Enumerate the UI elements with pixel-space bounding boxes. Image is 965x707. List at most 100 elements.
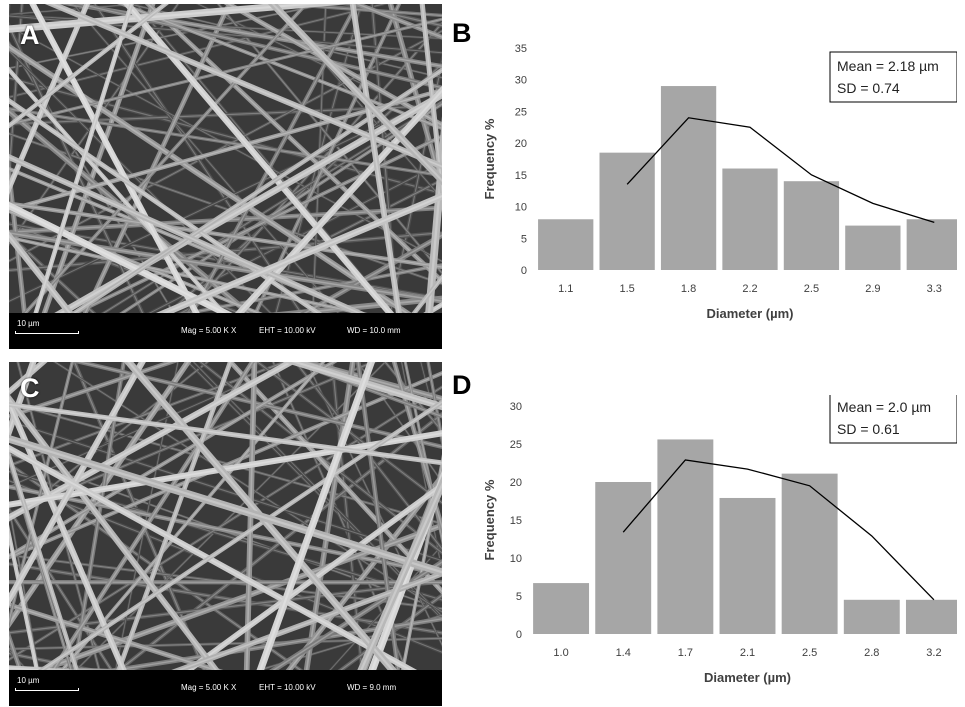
y-tick-label: 35 bbox=[515, 43, 527, 55]
y-tick-label: 0 bbox=[521, 265, 527, 277]
scale-bar-label: 10 µm bbox=[17, 319, 40, 328]
fiber bbox=[9, 97, 323, 313]
fiber bbox=[391, 362, 442, 536]
fiber bbox=[9, 362, 75, 629]
y-tick-label: 5 bbox=[521, 233, 527, 245]
fiber bbox=[9, 402, 442, 466]
x-tick-label: 1.1 bbox=[558, 283, 573, 295]
bar-2.5 bbox=[781, 473, 838, 634]
fiber-highlight bbox=[9, 50, 272, 313]
panel-label-b: B bbox=[452, 18, 472, 48]
stats-box bbox=[829, 51, 957, 103]
fiber bbox=[349, 4, 402, 313]
scale-bar bbox=[15, 331, 79, 334]
x-tick-label: 1.4 bbox=[616, 647, 631, 659]
fiber-highlight bbox=[355, 4, 442, 38]
fiber-highlight bbox=[9, 420, 442, 562]
fiber-highlight bbox=[402, 460, 442, 670]
bar-2.2 bbox=[722, 168, 778, 270]
x-tick-label: 3.3 bbox=[927, 283, 942, 295]
x-tick-label: 2.9 bbox=[865, 283, 880, 295]
working-distance-text: WD = 10.0 mm bbox=[347, 326, 401, 335]
sem-image-a: 10 µm Mag = 5.00 K X EHT = 10.00 kV WD =… bbox=[9, 4, 442, 349]
fiber bbox=[9, 17, 442, 126]
y-tick-label: 25 bbox=[510, 439, 522, 451]
y-tick-label: 10 bbox=[510, 553, 522, 565]
panel-label-a: A bbox=[20, 20, 40, 50]
fiber bbox=[9, 385, 442, 662]
fiber bbox=[144, 4, 442, 285]
fiber-highlight bbox=[305, 362, 354, 670]
fiber-highlight bbox=[9, 447, 413, 670]
bar-1.1 bbox=[538, 219, 594, 270]
fiber-highlight bbox=[50, 4, 442, 168]
scale-bar-label: 10 µm bbox=[17, 676, 40, 685]
fiber bbox=[256, 362, 376, 670]
fiber-highlight bbox=[76, 4, 442, 89]
sem-info-bar-c: 10 µm Mag = 5.00 K X EHT = 10.00 kV WD =… bbox=[9, 670, 442, 706]
fiber-highlight bbox=[9, 362, 375, 515]
fiber-highlight bbox=[74, 135, 442, 313]
fiber-highlight bbox=[360, 482, 442, 670]
fiber-highlight bbox=[84, 4, 231, 313]
bar-3.2 bbox=[905, 599, 957, 634]
fiber bbox=[9, 484, 442, 577]
sem-info-bar-a: 10 µm Mag = 5.00 K X EHT = 10.00 kV WD =… bbox=[9, 313, 442, 349]
fiber-highlight bbox=[351, 4, 400, 313]
x-tick-label: 2.2 bbox=[742, 283, 757, 295]
fiber bbox=[9, 230, 442, 304]
fiber bbox=[70, 4, 442, 90]
fiber-highlight bbox=[77, 362, 442, 448]
fiber-highlight bbox=[9, 236, 362, 313]
fiber bbox=[9, 4, 90, 196]
fiber bbox=[9, 434, 442, 577]
x-tick-label: 1.8 bbox=[681, 283, 696, 295]
fiber bbox=[9, 93, 442, 304]
y-tick-label: 0 bbox=[516, 629, 522, 641]
x-tick-label: 2.8 bbox=[864, 647, 879, 659]
fiber-highlight bbox=[9, 234, 72, 313]
fiber-highlight bbox=[9, 437, 442, 574]
fiber bbox=[9, 235, 368, 313]
y-tick-label: 10 bbox=[515, 202, 527, 214]
fiber bbox=[189, 4, 360, 313]
fiber-highlight bbox=[147, 4, 442, 283]
magnification-text: Mag = 5.00 K X bbox=[181, 683, 237, 692]
bar-2.8 bbox=[843, 599, 900, 634]
y-axis-label: Frequency % bbox=[482, 479, 497, 560]
fiber bbox=[50, 362, 256, 670]
fiber-highlight bbox=[9, 486, 442, 575]
fiber bbox=[71, 134, 442, 313]
fiber-highlight bbox=[9, 4, 88, 191]
fiber-highlight bbox=[303, 234, 442, 313]
fiber bbox=[268, 295, 442, 313]
fiber bbox=[9, 393, 220, 670]
eht-text: EHT = 10.00 kV bbox=[259, 326, 316, 335]
bar-1.4 bbox=[595, 482, 652, 634]
fiber-highlight bbox=[291, 362, 442, 408]
fiber-highlight bbox=[393, 362, 442, 530]
y-tick-label: 20 bbox=[510, 477, 522, 489]
fiber-highlight bbox=[40, 401, 442, 670]
x-tick-label: 3.2 bbox=[926, 647, 941, 659]
x-tick-label: 1.0 bbox=[553, 647, 568, 659]
fiber bbox=[9, 362, 378, 516]
fiber-highlight bbox=[9, 204, 228, 313]
bar-3.3 bbox=[906, 219, 957, 270]
fiber bbox=[419, 4, 442, 213]
fiber-highlight bbox=[413, 276, 442, 313]
fiber-highlight bbox=[9, 45, 409, 313]
histogram-chart-b: 0 5 10 15 20 25 30 35 1.1 1.5 1.8 2.2 2.5 2.9 3.3 Diame… bbox=[482, 43, 957, 321]
x-axis-label: Diameter (µm) bbox=[704, 670, 791, 685]
fiber bbox=[9, 132, 442, 286]
bar-1.5 bbox=[599, 152, 655, 270]
fiber-highlight bbox=[9, 667, 51, 670]
x-tick-label: 1.7 bbox=[678, 647, 693, 659]
y-tick-label: 5 bbox=[516, 591, 522, 603]
fiber bbox=[9, 154, 366, 313]
fiber-highlight bbox=[9, 386, 442, 661]
fiber-highlight bbox=[9, 133, 442, 285]
fiber-highlight bbox=[102, 100, 442, 313]
fiber bbox=[411, 273, 442, 313]
fiber bbox=[267, 4, 442, 186]
